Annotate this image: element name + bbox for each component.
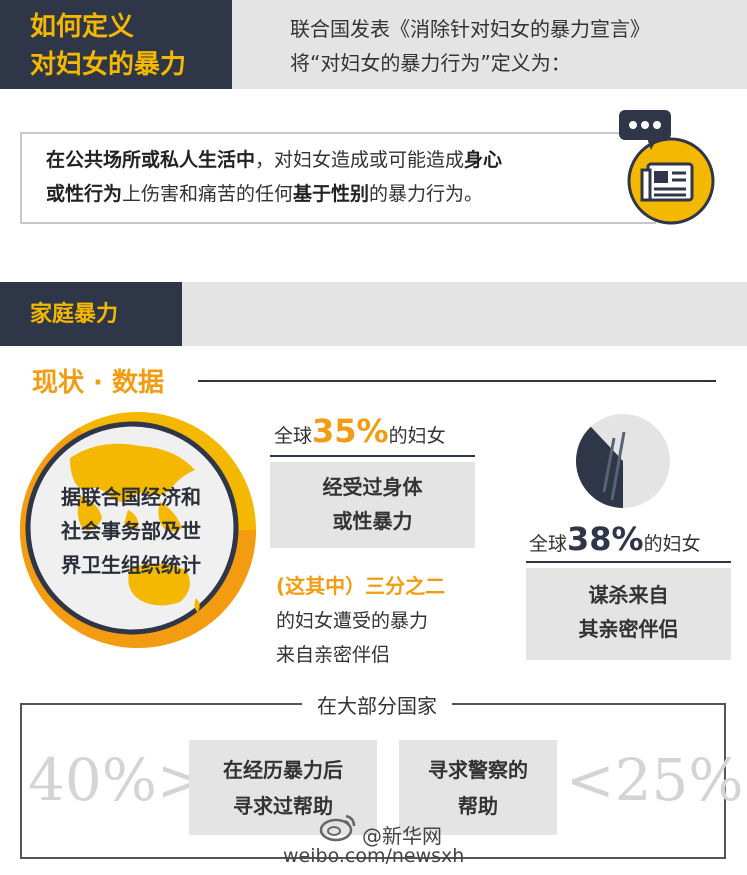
definition-part4: 或性行为 [46,183,123,205]
stat35-box [270,462,475,548]
police-line2: 帮助 [458,794,498,818]
two-thirds-heading: (这其中）三分之二 [276,574,446,598]
globe-icon [20,412,256,648]
help-line1: 在经历暴力后 [223,758,343,782]
two-thirds-line1: 的妇女遭受的暴力 [276,610,429,632]
stat38-suffix: 的妇女 [643,533,701,555]
police-line1: 寻求警察的 [428,758,528,782]
chat-bubble-icon [619,110,671,150]
pie-slice [576,426,623,508]
weibo-logo-icon [319,814,356,842]
definition-part5: 上伤害和痛苦的任何 [122,183,294,205]
definition-part2: ，对妇女造成或可能造成 [255,149,465,171]
panel-top-border-right [452,703,726,705]
stat35-value: 35% [312,412,389,450]
section1-intro-bg [232,0,747,89]
bottom-panel [20,703,726,859]
definition-text: 在公共场所或私人生活中，对妇女造成或可能造成身心或性行为上伤害和痛苦的任何基于性… [46,143,606,211]
help-box [189,740,377,835]
stat35-label: 全球35%的妇女 [274,412,446,450]
section2-header-bg [0,282,182,346]
newspaper-icon [627,137,715,225]
pie-38-icon [576,414,670,508]
section2-header-light [182,282,747,346]
watermark-name: @新华网 [362,824,442,848]
two-thirds-line2: 来自亲密伴侣 [276,644,391,666]
right-percentage: <25% [566,746,744,814]
police-box [399,740,557,835]
section1-title: 如何定义 对妇女的暴力 [30,8,225,84]
section1-title-line1: 如何定义 [30,12,135,42]
police-box-text: 寻求警察的 帮助 [399,752,557,824]
stat38-divider [526,561,731,563]
watermark-url: weibo.com/newsxh [283,845,465,867]
stat35-prefix: 全球 [274,425,313,447]
definition-box [20,132,656,224]
stat38-desc-line1: 谋杀来自 [588,583,669,607]
stat38-desc: 谋杀来自 其亲密伴侣 [526,578,731,646]
stat38-label: 全球38%的妇女 [529,520,701,558]
stat35-desc-line2: 或性暴力 [332,509,413,533]
stat38-prefix: 全球 [529,533,568,555]
section1-intro-line2: 将“对妇女的暴力行为”定义为： [290,51,571,75]
status-divider [198,380,716,382]
stat35-desc-line1: 经受过身体 [322,475,423,499]
stat35-desc: 经受过身体 或性暴力 [270,470,475,538]
help-box-text: 在经历暴力后 寻求过帮助 [189,752,377,824]
stat38-box [526,568,731,660]
help-line2: 寻求过帮助 [233,794,333,818]
definition-part3: 身心 [464,149,503,171]
source-line3: 界卫生组织统计 [61,553,201,577]
bottom-panel-title: 在大部分国家 [317,694,437,718]
section1-intro: 联合国发表《消除针对妇女的暴力宣言》 将“对妇女的暴力行为”定义为： [290,12,740,80]
section1-header-bg [0,0,232,89]
stat38-desc-line2: 其亲密伴侣 [578,617,679,641]
stat38-value: 38% [567,520,644,558]
panel-top-border-left [20,703,302,705]
definition-part1: 在公共场所或私人生活中 [46,149,256,171]
definition-part7: 的暴力行为。 [369,183,484,205]
section1-title-line2: 对妇女的暴力 [30,50,187,80]
definition-part6: 基于性别 [293,183,370,205]
source-line2: 社会事务部及世 [61,519,201,543]
stat35-suffix: 的妇女 [388,425,446,447]
section1-intro-line1: 联合国发表《消除针对妇女的暴力宣言》 [290,17,650,41]
stat35-divider [270,455,475,457]
source-text: 据联合国经济和 社会事务部及世 界卫生组织统计 [48,480,214,582]
section2-title: 家庭暴力 [30,302,119,327]
status-title: 现状 · 数据 [32,368,164,398]
source-line1: 据联合国经济和 [61,485,201,509]
left-percentage: 40%> [28,746,206,814]
two-thirds-body: 的妇女遭受的暴力 来自亲密伴侣 [276,604,476,672]
